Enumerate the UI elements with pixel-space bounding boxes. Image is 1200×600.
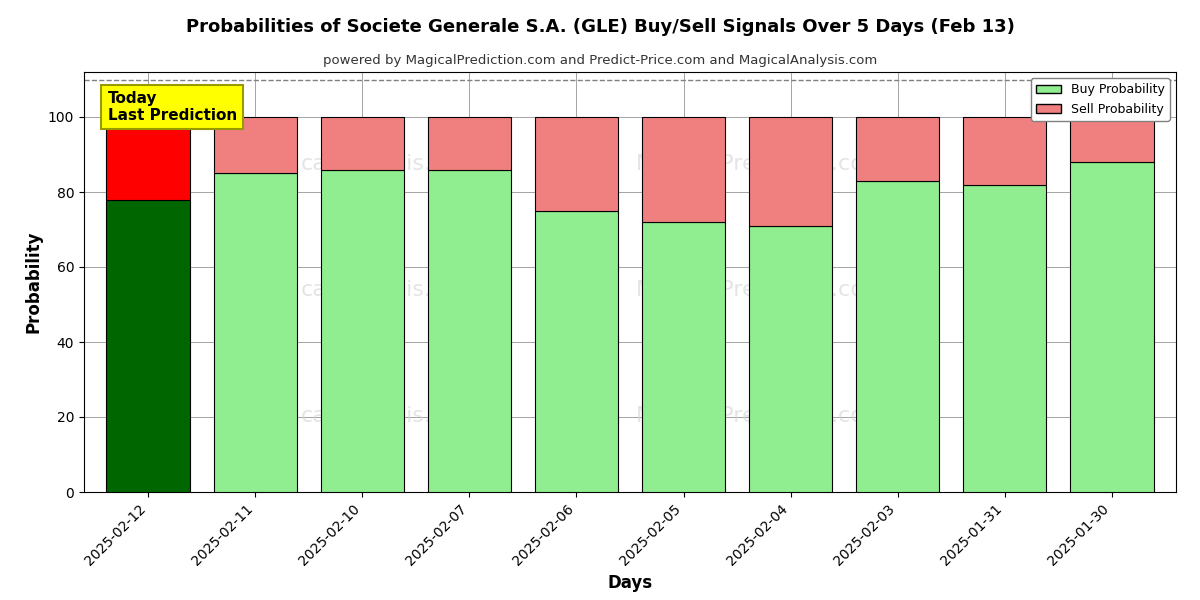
Text: Probabilities of Societe Generale S.A. (GLE) Buy/Sell Signals Over 5 Days (Feb 1: Probabilities of Societe Generale S.A. (… [186, 18, 1014, 36]
Bar [107, 199, 190, 492]
Bar [856, 117, 940, 181]
Bar [427, 117, 511, 169]
Bar [214, 117, 298, 173]
Bar [320, 169, 404, 492]
Y-axis label: Probability: Probability [24, 231, 42, 333]
Text: MagicalPrediction.com: MagicalPrediction.com [636, 154, 887, 175]
Legend: Buy Probability, Sell Probability: Buy Probability, Sell Probability [1031, 78, 1170, 121]
Bar [642, 117, 725, 222]
Bar [1070, 117, 1153, 162]
Text: calAnalysis.com: calAnalysis.com [300, 154, 479, 175]
Bar [214, 173, 298, 492]
Bar [427, 169, 511, 492]
Bar [962, 185, 1046, 492]
Text: MagicalPrediction.com: MagicalPrediction.com [636, 280, 887, 301]
Text: powered by MagicalPrediction.com and Predict-Price.com and MagicalAnalysis.com: powered by MagicalPrediction.com and Pre… [323, 54, 877, 67]
Bar [749, 117, 833, 226]
Bar [320, 117, 404, 169]
Text: MagicalPrediction.com: MagicalPrediction.com [636, 406, 887, 427]
Text: Today
Last Prediction: Today Last Prediction [108, 91, 236, 123]
X-axis label: Days: Days [607, 574, 653, 592]
Bar [535, 211, 618, 492]
Bar [535, 117, 618, 211]
Bar [642, 222, 725, 492]
Text: calAnalysis.com: calAnalysis.com [300, 280, 479, 301]
Bar [962, 117, 1046, 185]
Text: calAnalysis.com: calAnalysis.com [300, 406, 479, 427]
Bar [856, 181, 940, 492]
Bar [749, 226, 833, 492]
Bar [107, 117, 190, 199]
Bar [1070, 162, 1153, 492]
